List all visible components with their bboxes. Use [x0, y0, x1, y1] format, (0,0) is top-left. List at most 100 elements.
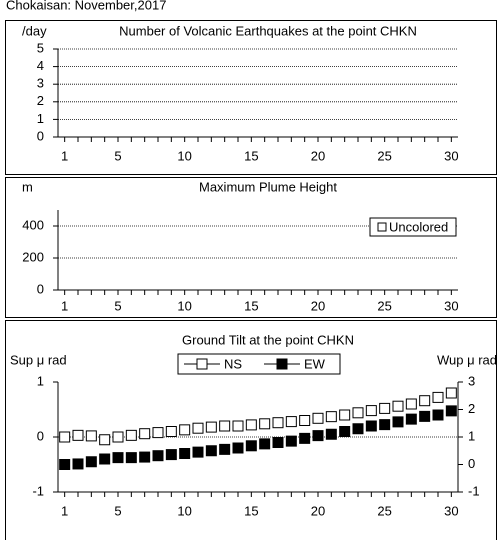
x-tick-label: 25 [377, 148, 391, 163]
y-tick-label: 4 [37, 58, 44, 73]
marker [312, 412, 324, 424]
marker [325, 428, 337, 440]
marker [299, 415, 311, 426]
x-tick-label: 30 [444, 298, 458, 313]
y-tick-label: 0 [37, 281, 44, 296]
chart-title: Ground Tilt at the point CHKN [182, 332, 354, 347]
page-title: Chokaisan: November,2017 [6, 0, 166, 12]
marker [112, 452, 124, 464]
y-axis-label: m [22, 179, 33, 194]
legend-label: EW [304, 356, 326, 371]
marker [259, 438, 271, 450]
legend-swatch [276, 358, 288, 370]
marker [179, 424, 191, 436]
x-tick-label: 15 [244, 298, 258, 313]
y2-axis-label: Wup μ rad [437, 352, 497, 367]
marker [192, 422, 204, 434]
marker [339, 426, 351, 437]
y-tick-label: 2 [37, 93, 44, 108]
marker [205, 445, 217, 457]
marker [59, 459, 71, 470]
marker [405, 398, 417, 410]
marker [245, 440, 257, 452]
marker [339, 409, 351, 421]
x-tick-label: 1 [61, 503, 68, 518]
y2-tick-label: 2 [468, 401, 475, 416]
marker [365, 405, 377, 417]
legend-swatch [196, 358, 208, 370]
x-tick-label: 10 [177, 298, 191, 313]
legend-swatch [377, 222, 387, 232]
y-tick-label: 1 [37, 111, 44, 126]
marker [165, 426, 177, 437]
marker [405, 413, 417, 425]
marker [232, 442, 244, 454]
x-tick-label: 5 [114, 148, 121, 163]
x-tick-label: 30 [444, 503, 458, 518]
marker [379, 419, 391, 431]
marker [165, 449, 177, 461]
marker [192, 446, 204, 458]
x-tick-label: 10 [177, 503, 191, 518]
x-tick-label: 25 [377, 298, 391, 313]
marker [205, 421, 217, 433]
marker [445, 387, 457, 399]
legend-label: NS [224, 356, 242, 371]
marker [219, 420, 231, 432]
y2-tick-label: -1 [468, 483, 480, 498]
x-tick-label: 20 [311, 503, 325, 518]
marker [285, 416, 297, 428]
y-tick-label: 400 [22, 217, 44, 232]
marker [125, 429, 137, 441]
chart-title: Maximum Plume Height [199, 179, 337, 194]
marker [432, 409, 444, 421]
x-tick-label: 15 [244, 503, 258, 518]
y-tick-label: 5 [37, 40, 44, 55]
marker [219, 443, 231, 455]
marker [419, 410, 431, 422]
marker [352, 407, 364, 419]
marker [285, 435, 297, 447]
marker [72, 429, 84, 441]
x-tick-label: 1 [61, 148, 68, 163]
x-tick-label: 20 [311, 298, 325, 313]
marker [392, 416, 404, 428]
marker [272, 437, 284, 448]
legend-box [369, 217, 457, 237]
y2-tick-label: 3 [468, 373, 475, 388]
y-tick-label: 0 [37, 428, 44, 443]
marker [419, 395, 431, 407]
marker [152, 427, 164, 439]
y2-tick-label: 0 [468, 456, 475, 471]
y-tick-label: 3 [37, 76, 44, 91]
marker [85, 430, 97, 442]
marker [72, 458, 84, 470]
y-axis-label: /day [22, 23, 47, 38]
marker [139, 428, 151, 440]
marker [99, 434, 111, 446]
marker [445, 405, 457, 417]
panel [5, 177, 497, 318]
y-tick-label: -1 [32, 483, 44, 498]
marker [379, 402, 391, 414]
marker [312, 430, 324, 442]
x-tick-label: 5 [114, 503, 121, 518]
y-tick-label: 0 [37, 128, 44, 143]
marker [85, 456, 97, 468]
marker [392, 400, 404, 412]
y-tick-label: 1 [37, 373, 44, 388]
marker [352, 423, 364, 435]
marker [432, 391, 444, 403]
marker [272, 417, 284, 429]
marker [112, 431, 124, 443]
x-tick-label: 20 [311, 148, 325, 163]
marker [325, 411, 337, 423]
marker [365, 420, 377, 432]
legend-box [177, 353, 341, 375]
y2-tick-label: 1 [468, 428, 475, 443]
y-axis-label: Sup μ rad [10, 352, 67, 367]
panel [5, 20, 497, 175]
marker [259, 418, 271, 430]
x-tick-label: 25 [377, 503, 391, 518]
